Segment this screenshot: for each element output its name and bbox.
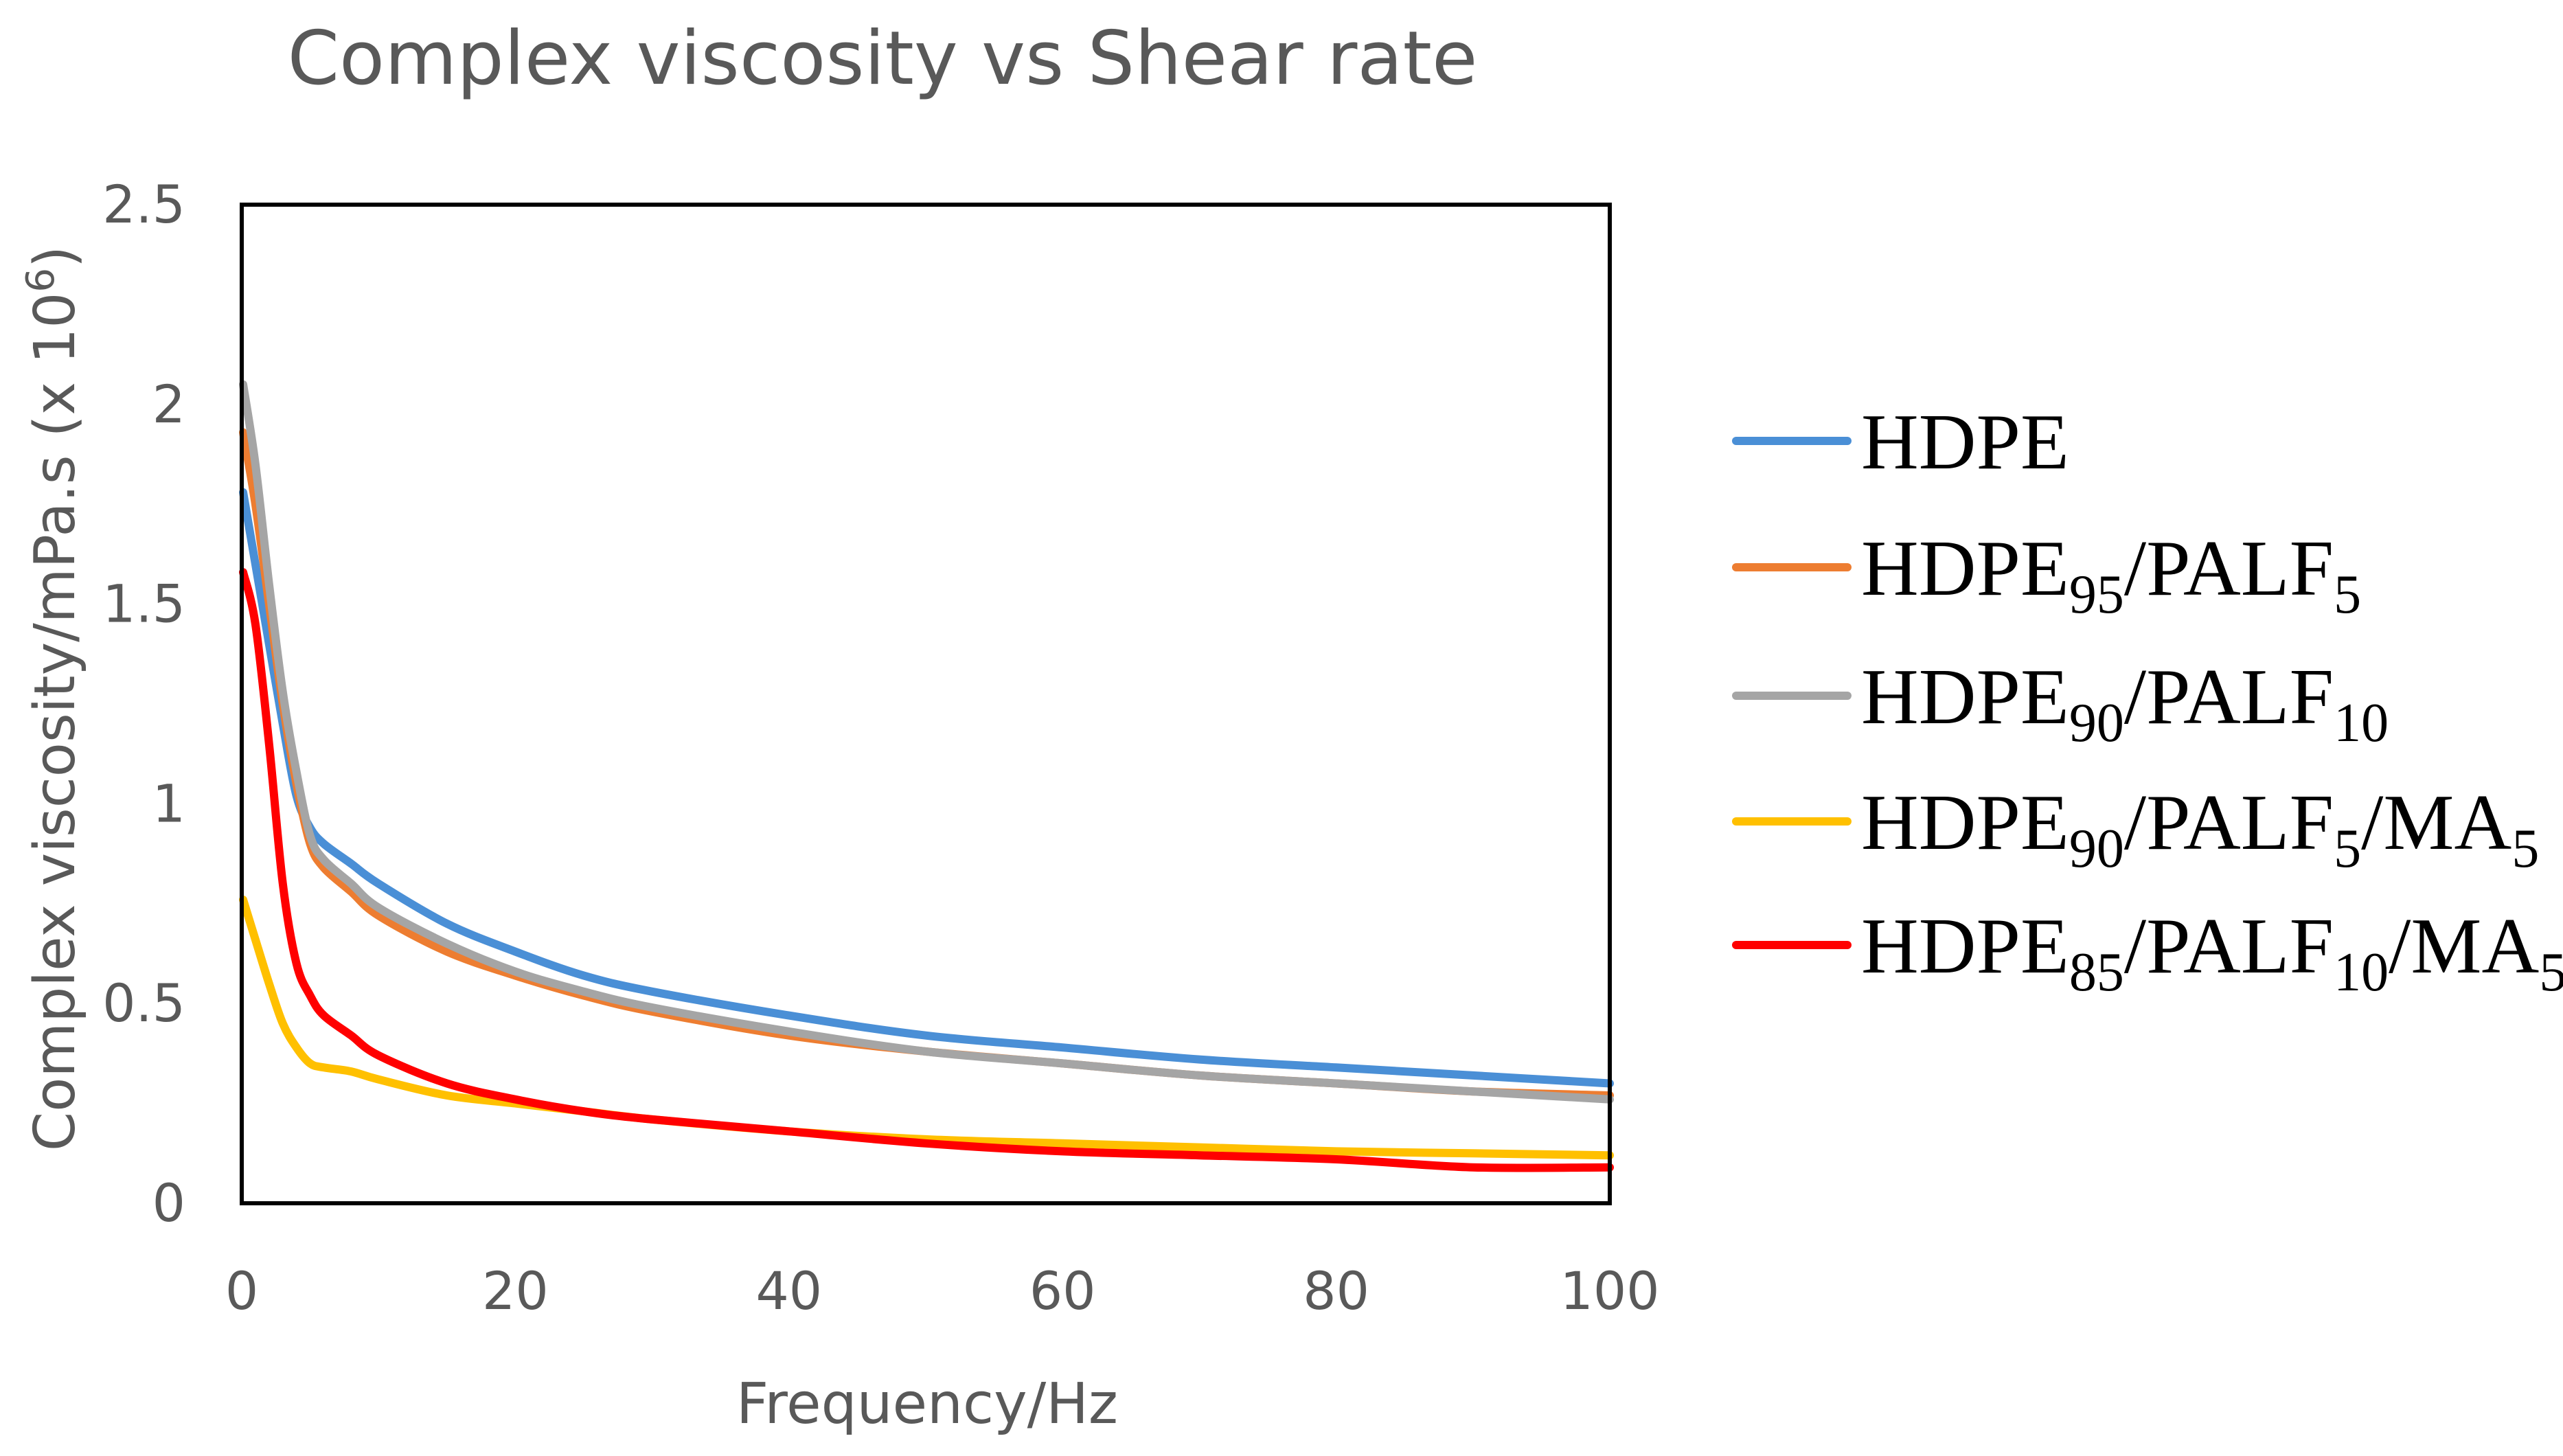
legend-subscript: 5 — [2539, 942, 2563, 1003]
y-tick-label: 2.5 — [102, 174, 185, 235]
legend-subscript: 10 — [2334, 693, 2389, 753]
x-tick-label: 20 — [482, 1260, 549, 1321]
y-axis-label: Complex viscosity/mPa.s (x 106) — [19, 246, 88, 1151]
legend-subscript: 90 — [2069, 693, 2124, 753]
y-tick-label: 1 — [152, 773, 185, 834]
legend-subscript: 5 — [2511, 819, 2539, 879]
legend-text-part: HDPE — [1861, 653, 2069, 741]
legend-subscript: 5 — [2334, 819, 2361, 879]
legend-subscript: 90 — [2069, 819, 2124, 879]
legend-entry-3: HDPE90/PALF10 — [1861, 653, 2389, 753]
chart-title: Complex viscosity vs Shear rate — [288, 16, 1478, 102]
series-line-5 — [239, 568, 1614, 1172]
legend-text-part: HDPE — [1861, 902, 2069, 990]
x-tick-label: 60 — [1029, 1260, 1096, 1321]
y-axis-label-text: Complex viscosity/mPa.s (x 10 — [23, 293, 88, 1152]
x-tick-label: 40 — [755, 1260, 822, 1321]
y-tick-label: 2 — [152, 374, 185, 435]
series-lines — [239, 380, 1614, 1172]
legend-text-part: HDPE — [1861, 525, 2069, 613]
y-axis-label-superscript: 6 — [19, 268, 63, 293]
legend-text-part: HDPE — [1861, 398, 2069, 486]
series-line-3 — [239, 380, 1614, 1104]
legend-subscript: 5 — [2334, 565, 2361, 625]
legend-text-part: HDPE — [1861, 779, 2069, 867]
y-axis-label-suffix: ) — [23, 246, 88, 268]
legend-text-part: /MA — [2361, 779, 2511, 867]
legend: HDPEHDPE95/PALF5HDPE90/PALF10HDPE90/PALF… — [1732, 398, 2563, 1003]
legend-text-part: /MA — [2389, 902, 2539, 990]
y-tick-labels: 0 0.5 1 1.5 2 2.5 — [102, 174, 185, 1233]
legend-entry-1: HDPE — [1861, 398, 2069, 486]
legend-subscript: 10 — [2334, 942, 2389, 1003]
x-axis-label: Frequency/Hz — [736, 1372, 1118, 1437]
y-tick-label: 0.5 — [102, 972, 185, 1034]
legend-text-part: /PALF — [2124, 902, 2334, 990]
x-tick-labels: 0 20 40 60 80 100 — [225, 1260, 1660, 1321]
legend-entry-5: HDPE85/PALF10/MA5 — [1861, 902, 2563, 1003]
y-tick-label: 0 — [152, 1172, 185, 1233]
legend-subscript: 85 — [2069, 942, 2124, 1003]
x-tick-label: 80 — [1303, 1260, 1369, 1321]
legend-text-part: /PALF — [2124, 779, 2334, 867]
legend-entry-2: HDPE95/PALF5 — [1861, 525, 2361, 625]
x-tick-label: 0 — [225, 1260, 258, 1321]
legend-subscript: 95 — [2069, 565, 2124, 625]
x-tick-label: 100 — [1560, 1260, 1659, 1321]
legend-text-part: /PALF — [2124, 525, 2334, 613]
y-tick-label: 1.5 — [102, 573, 185, 635]
legend-text-part: /PALF — [2124, 653, 2334, 741]
plot-area-frame — [240, 203, 1612, 1205]
legend-entry-4: HDPE90/PALF5/MA5 — [1861, 779, 2539, 879]
